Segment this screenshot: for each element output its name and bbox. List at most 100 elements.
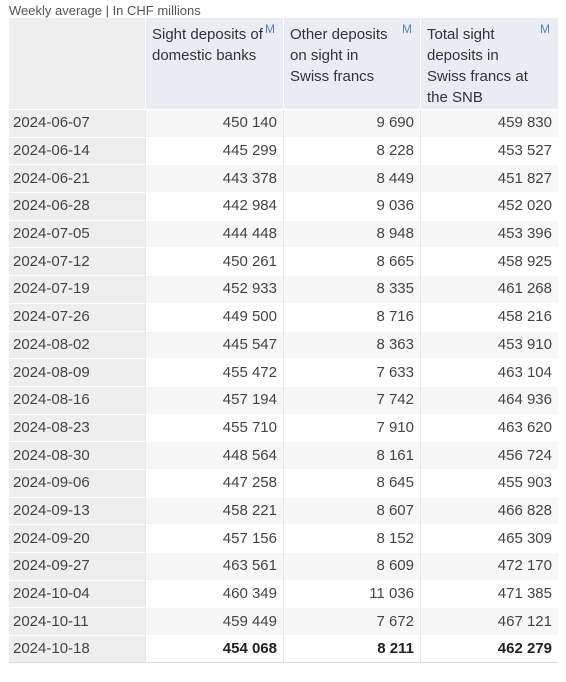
table-row: 2024-07-12 450 261 8 665 458 925	[9, 247, 558, 276]
total-sight-deposits-cell: 466 828	[420, 496, 558, 525]
total-sight-deposits-cell: 458 925	[420, 247, 558, 276]
table-subtitle: Weekly average | In CHF millions	[9, 3, 201, 18]
date-cell: 2024-07-26	[9, 302, 145, 331]
table-row: 2024-06-14 445 299 8 228 453 527	[9, 136, 558, 165]
date-cell: 2024-07-19	[9, 275, 145, 303]
metadata-link[interactable]: M	[540, 22, 550, 36]
domestic-banks-cell: 454 068	[145, 635, 283, 664]
total-sight-deposits-cell: 463 104	[420, 358, 558, 386]
domestic-banks-cell: 452 933	[145, 275, 283, 303]
column-header-label: Sight deposits of domestic banks	[152, 26, 263, 64]
domestic-banks-cell: 458 221	[145, 496, 283, 525]
other-deposits-cell: 7 742	[283, 385, 420, 414]
date-cell: 2024-08-30	[9, 441, 145, 469]
total-sight-deposits-cell: 453 910	[420, 330, 558, 359]
date-cell: 2024-09-06	[9, 468, 145, 497]
other-deposits-cell: 7 910	[283, 413, 420, 442]
date-cell: 2024-08-16	[9, 385, 145, 414]
table-row: 2024-08-16 457 194 7 742 464 936	[9, 385, 558, 414]
other-deposits-cell: 9 690	[283, 109, 420, 137]
other-deposits-cell: 8 607	[283, 496, 420, 525]
table-row: 2024-07-19 452 933 8 335 461 268	[9, 275, 558, 303]
total-sight-deposits-cell: 467 121	[420, 607, 558, 636]
other-deposits-cell: 7 672	[283, 607, 420, 636]
total-sight-deposits-cell: 455 903	[420, 468, 558, 497]
table-row: 2024-06-07 450 140 9 690 459 830	[9, 109, 558, 137]
total-sight-deposits-cell: 452 020	[420, 192, 558, 220]
total-sight-deposits-cell: 472 170	[420, 552, 558, 580]
total-sight-deposits-cell: 471 385	[420, 579, 558, 608]
date-cell: 2024-07-12	[9, 247, 145, 276]
date-cell: 2024-10-11	[9, 607, 145, 636]
domestic-banks-cell: 459 449	[145, 607, 283, 636]
domestic-banks-cell: 455 710	[145, 413, 283, 442]
table-row: 2024-09-27 463 561 8 609 472 170	[9, 552, 558, 580]
domestic-banks-cell: 447 258	[145, 468, 283, 497]
table-row: 2024-08-02 445 547 8 363 453 910	[9, 330, 558, 359]
total-sight-deposits-cell: 459 830	[420, 109, 558, 137]
domestic-banks-cell: 449 500	[145, 302, 283, 331]
header-corner	[9, 18, 145, 109]
total-sight-deposits-cell: 451 827	[420, 164, 558, 193]
table-row: 2024-08-09 455 472 7 633 463 104	[9, 358, 558, 386]
date-cell: 2024-09-27	[9, 552, 145, 580]
domestic-banks-cell: 450 140	[145, 109, 283, 137]
table-row: 2024-08-23 455 710 7 910 463 620	[9, 413, 558, 442]
other-deposits-cell: 8 716	[283, 302, 420, 331]
domestic-banks-cell: 463 561	[145, 552, 283, 580]
column-header-domestic-banks: Sight deposits of domestic banks M	[145, 18, 283, 109]
domestic-banks-cell: 455 472	[145, 358, 283, 386]
date-cell: 2024-09-13	[9, 496, 145, 525]
date-cell: 2024-06-21	[9, 164, 145, 193]
total-sight-deposits-cell: 464 936	[420, 385, 558, 414]
table-row: 2024-07-26 449 500 8 716 458 216	[9, 302, 558, 331]
other-deposits-cell: 8 948	[283, 219, 420, 248]
table-body: 2024-06-07 450 140 9 690 459 830 2024-06-14 4…	[9, 109, 558, 664]
other-deposits-cell: 8 152	[283, 524, 420, 552]
table-row: 2024-10-11 459 449 7 672 467 121	[9, 607, 558, 636]
domestic-banks-cell: 460 349	[145, 579, 283, 608]
column-header-total-sight-deposits: Total sight deposits in Swiss francs at …	[420, 18, 558, 109]
total-sight-deposits-cell: 453 527	[420, 136, 558, 165]
other-deposits-cell: 7 633	[283, 358, 420, 386]
domestic-banks-cell: 445 299	[145, 136, 283, 165]
table-row: 2024-07-05 444 448 8 948 453 396	[9, 219, 558, 248]
total-sight-deposits-cell: 461 268	[420, 275, 558, 303]
sight-deposits-table: Sight deposits of domestic banks M Other…	[9, 18, 558, 664]
metadata-link[interactable]: M	[402, 22, 412, 36]
total-sight-deposits-cell: 463 620	[420, 413, 558, 442]
other-deposits-cell: 8 228	[283, 136, 420, 165]
domestic-banks-cell: 442 984	[145, 192, 283, 220]
other-deposits-cell: 8 449	[283, 164, 420, 193]
other-deposits-cell: 8 363	[283, 330, 420, 359]
date-cell: 2024-10-18	[9, 635, 145, 664]
total-sight-deposits-cell: 453 396	[420, 219, 558, 248]
date-cell: 2024-07-05	[9, 219, 145, 248]
date-cell: 2024-10-04	[9, 579, 145, 608]
table-row: 2024-06-28 442 984 9 036 452 020	[9, 192, 558, 220]
other-deposits-cell: 11 036	[283, 579, 420, 608]
table-row: 2024-09-13 458 221 8 607 466 828	[9, 496, 558, 525]
date-cell: 2024-06-28	[9, 192, 145, 220]
table-row: 2024-10-18 454 068 8 211 462 279	[9, 635, 558, 664]
other-deposits-cell: 8 665	[283, 247, 420, 276]
other-deposits-cell: 9 036	[283, 192, 420, 220]
table-row: 2024-09-06 447 258 8 645 455 903	[9, 468, 558, 497]
domestic-banks-cell: 448 564	[145, 441, 283, 469]
total-sight-deposits-cell: 458 216	[420, 302, 558, 331]
other-deposits-cell: 8 609	[283, 552, 420, 580]
table-row: 2024-10-04 460 349 11 036 471 385	[9, 579, 558, 608]
domestic-banks-cell: 450 261	[145, 247, 283, 276]
table-row: 2024-08-30 448 564 8 161 456 724	[9, 441, 558, 469]
table-row: 2024-09-20 457 156 8 152 465 309	[9, 524, 558, 552]
domestic-banks-cell: 443 378	[145, 164, 283, 193]
other-deposits-cell: 8 335	[283, 275, 420, 303]
total-sight-deposits-cell: 465 309	[420, 524, 558, 552]
header-row: Sight deposits of domestic banks M Other…	[9, 18, 558, 109]
date-cell: 2024-06-07	[9, 109, 145, 137]
total-sight-deposits-cell: 456 724	[420, 441, 558, 469]
metadata-link[interactable]: M	[265, 22, 275, 36]
domestic-banks-cell: 457 194	[145, 385, 283, 414]
date-cell: 2024-08-23	[9, 413, 145, 442]
date-cell: 2024-06-14	[9, 136, 145, 165]
